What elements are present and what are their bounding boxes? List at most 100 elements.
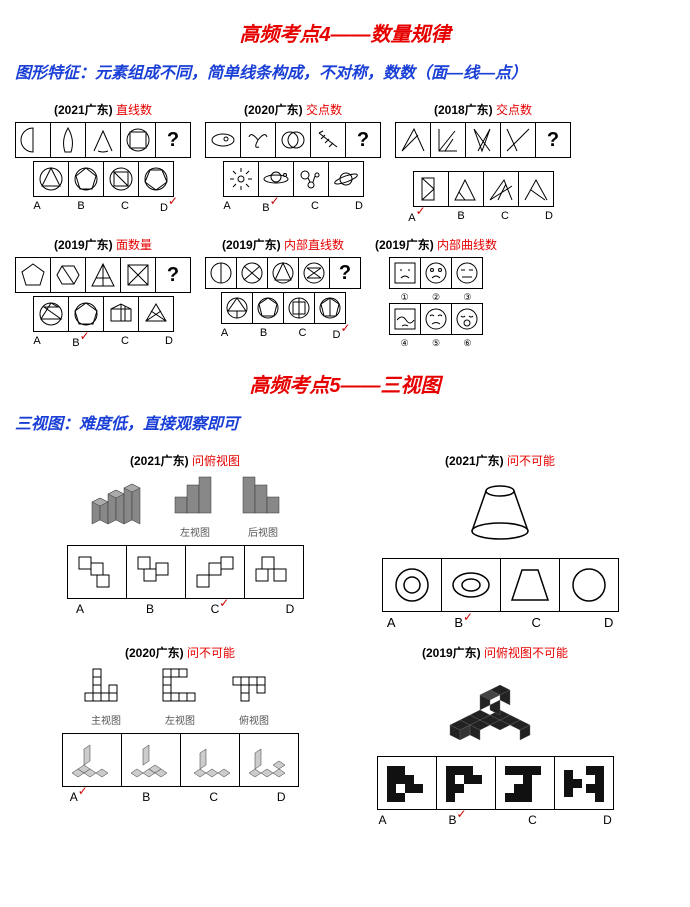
year-label: (2020广东) [244,103,303,117]
option-cell [33,161,69,197]
label-c: C [103,335,147,349]
top-view: 俯视图 [229,665,279,727]
face-cell [389,257,421,289]
block-header: (2021广东) 直线数 [54,101,152,118]
answer-row [62,733,299,787]
label-d: D✓ [147,200,191,214]
shape-cell [500,122,536,158]
grid-labels: ①②③ [389,292,483,303]
option-cell [126,545,186,599]
label-c: C [500,615,573,630]
option-cell [413,171,449,207]
option-labels: A B✓ C D [355,615,645,630]
check-icon: ✓ [416,204,426,218]
tag-label: 面数量 [116,238,152,252]
label-d: D✓ [322,327,361,341]
tag-label: 问俯视图不可能 [484,646,568,660]
label-a: A [355,615,428,630]
grid-labels: ④⑤⑥ [389,338,483,349]
block-header: (2018广东) 交点数 [434,101,532,118]
shape-cell [50,257,86,293]
option-cell [180,733,240,787]
shape-cell [310,122,346,158]
label-a: A✓ [45,790,113,804]
label-b: B [59,200,103,214]
label-b: B [244,327,283,341]
option-labels: A B✓ C D [205,200,381,214]
block-s2: (2021广东) 问不可能 A B✓ C D [355,452,645,630]
shape-cell [85,257,121,293]
tag-label: 问不可能 [187,646,235,660]
option-cell [223,161,259,197]
option-cell [495,756,555,810]
option-labels: A B C D✓ [205,327,361,341]
grid-row [389,303,483,335]
shape-cell [236,257,268,289]
label: ④ [389,338,420,349]
label-a: A [205,327,244,341]
answer-row [382,558,619,612]
year-label: (2021广东) [130,454,189,468]
block-header: (2020广东) 交点数 [244,101,342,118]
shape-cell [275,122,311,158]
option-cell [382,558,442,612]
option-cell [67,545,127,599]
label-a: A [15,200,59,214]
label-a: A [205,200,249,214]
shape-cell [85,122,121,158]
option-cell [283,292,315,324]
check-icon: ✓ [80,329,90,343]
option-cell [483,171,519,207]
option-cell [436,756,496,810]
shape-cell [205,122,241,158]
block-2019-mian: (2019广东) 面数量 ? A B✓ C D [15,236,191,349]
option-cell [448,171,484,207]
tag-label: 交点数 [496,103,532,117]
block-header: (2020广东) 问不可能 [125,644,235,661]
block-s3: (2020广东) 问不可能 主视图 左视图 [45,644,315,827]
option-cell [103,161,139,197]
label-d: D [255,602,325,616]
label-c: C [103,200,147,214]
answer-row [377,756,614,810]
shape-cell [240,122,276,158]
check-icon: ✓ [168,194,178,208]
label-a: A [45,602,115,616]
section2-grid: (2021广东) 问俯视图 左视图 后视图 [15,452,675,827]
label-d: D [573,615,646,630]
year-label: (2019广东) [222,238,281,252]
face-cell [420,303,452,335]
label: ⑤ [420,338,451,349]
tag-label: 问俯视图 [192,454,240,468]
label: ③ [452,292,483,303]
section1-subtitle: 图形特征：元素组成不同，简单线条构成，不对称，数数（面—线—点） [15,59,675,83]
qmark-cell: ? [155,122,191,158]
answer-row [67,545,304,599]
label-c: C [180,790,248,804]
check-icon: ✓ [463,610,473,624]
label-d: D [147,335,191,349]
label: ② [420,292,451,303]
option-cell [68,296,104,332]
option-cell [377,756,437,810]
qmark-cell: ? [535,122,571,158]
view-label: 俯视图 [229,712,279,727]
block-2020-jiaodian: (2020广东) 交点数 ? A B✓ C D [205,101,381,224]
shape-cell [120,257,156,293]
shape-cell [298,257,330,289]
question-row: ? [15,257,191,293]
block-2019-quxian: (2019广东) 内部曲线数 ①②③ ④⑤⑥ [375,236,497,349]
label-d: D [527,210,571,224]
block-header: (2019广东) 面数量 [54,236,152,253]
label-a: A [15,335,59,349]
answer-row [33,296,174,332]
option-cell [518,171,554,207]
option-cell [314,292,346,324]
grid-row [389,257,483,289]
tag-label: 交点数 [306,103,342,117]
answer-row [413,171,554,207]
option-cell [138,161,174,197]
option-cell [221,292,253,324]
answer-row [223,161,364,197]
year-label: (2019广东) [54,238,113,252]
